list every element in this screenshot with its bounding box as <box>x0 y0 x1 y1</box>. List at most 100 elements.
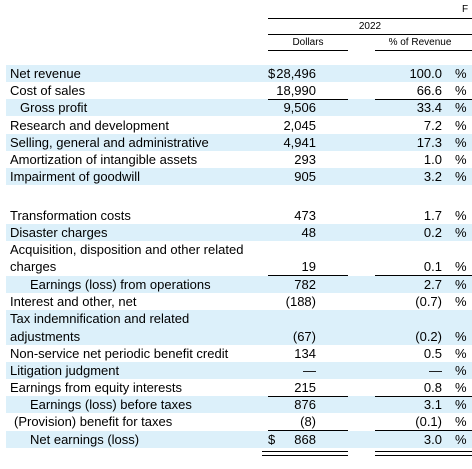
dollar-sign: $ <box>268 66 276 81</box>
row-band <box>6 134 472 151</box>
row-label: Earnings (loss) before taxes <box>30 397 192 412</box>
row-dollars: 782 <box>294 277 316 292</box>
header-year: 2022 <box>358 21 382 32</box>
row-pct: 3.2 <box>423 169 442 184</box>
percent-sign: % <box>455 135 467 150</box>
row-label: Interest and other, net <box>10 294 137 309</box>
row-dollars: 2,045 <box>283 118 316 133</box>
row-dollars: 876 <box>294 397 316 412</box>
row-pct: (0.1) <box>415 414 442 429</box>
row-pct: 33.4 <box>416 100 442 115</box>
row-dollars: (188) <box>285 294 316 309</box>
row-band <box>6 224 472 241</box>
row-pct: 100.0 <box>409 66 442 81</box>
dollar-sign: $ <box>268 432 276 447</box>
row-dollars: 905 <box>294 169 316 184</box>
row-pct: 3.1 <box>423 397 442 412</box>
percent-sign: % <box>455 294 467 309</box>
row-label: Transformation costs <box>10 208 131 223</box>
row-dollars: 868 <box>294 432 316 447</box>
total-double-rule-dollars <box>262 455 348 456</box>
percent-sign: % <box>455 83 467 98</box>
header-col-rule-pct <box>375 50 472 51</box>
row-dollars: (67) <box>292 329 316 344</box>
row-pct: 0.1 <box>423 259 442 274</box>
row-label: Net revenue <box>10 66 81 81</box>
percent-sign: % <box>455 363 467 378</box>
row-dollars: 293 <box>294 152 316 167</box>
total-double-rule-pct <box>375 455 472 456</box>
total-double-rule-pct <box>375 451 472 452</box>
row-band <box>6 65 472 82</box>
row-dollars: (8) <box>300 414 316 429</box>
row-band <box>6 168 472 185</box>
row-pct: 66.6 <box>416 83 442 98</box>
row-label: Selling, general and administrative <box>10 135 209 150</box>
subtotal-rule-dollars <box>268 430 348 431</box>
row-pct: 1.7 <box>423 208 442 223</box>
row-pct: 2.7 <box>423 277 442 292</box>
percent-sign: % <box>455 208 467 223</box>
subtotal-rule-pct <box>375 430 472 431</box>
percent-sign: % <box>455 346 467 361</box>
row-band <box>6 431 472 448</box>
percent-sign: % <box>455 225 467 240</box>
row-pct: — <box>429 363 442 378</box>
row-label: Gross profit <box>20 100 88 115</box>
row-dollars: 19 <box>301 259 316 274</box>
subtotal-rule-dollars <box>268 396 348 397</box>
percent-sign: % <box>455 414 467 429</box>
row-dollars: — <box>303 363 316 378</box>
header-year-rule <box>268 34 472 35</box>
row-band <box>6 310 472 345</box>
row-label: Earnings (loss) from operations <box>30 277 211 292</box>
header-col-pct: % of Revenue <box>388 37 452 48</box>
subtotal-rule-dollars <box>268 275 348 276</box>
header-top-rule <box>268 18 472 19</box>
header-col-dollars: Dollars <box>292 37 324 48</box>
percent-sign: % <box>455 277 467 292</box>
row-dollars: 473 <box>294 208 316 223</box>
row-dollars: 28,496 <box>276 66 316 81</box>
row-band <box>6 276 472 293</box>
percent-sign: % <box>455 397 467 412</box>
header-corner-letter: F <box>462 4 469 15</box>
percent-sign: % <box>455 380 467 395</box>
row-dollars: 4,941 <box>283 135 316 150</box>
percent-sign: % <box>455 100 467 115</box>
row-pct: 0.2 <box>423 225 442 240</box>
row-label: Disaster charges <box>10 225 108 240</box>
row-label: Acquisition, disposition and other relat… <box>10 242 244 257</box>
row-band <box>6 396 472 413</box>
row-pct: 0.8 <box>423 380 442 395</box>
row-label: Non-service net periodic benefit credit <box>10 346 229 361</box>
row-label: Earnings from equity interests <box>10 380 182 395</box>
subtotal-rule-pct <box>375 99 472 100</box>
row-pct: (0.2) <box>415 329 442 344</box>
subtotal-rule-pct <box>375 396 472 397</box>
row-label: Impairment of goodwill <box>10 169 141 184</box>
percent-sign: % <box>455 152 467 167</box>
row-band <box>6 99 472 116</box>
row-label-continued: adjustments <box>10 329 81 344</box>
percent-sign: % <box>455 329 467 344</box>
row-dollars: 134 <box>294 346 316 361</box>
row-dollars: 215 <box>294 380 316 395</box>
row-pct: 1.0 <box>423 152 442 167</box>
row-pct: 7.2 <box>423 118 442 133</box>
row-label: Cost of sales <box>10 83 86 98</box>
row-label: Amortization of intangible assets <box>10 152 198 167</box>
row-band <box>6 362 472 379</box>
percent-sign: % <box>455 66 467 81</box>
total-double-rule-dollars <box>262 451 348 452</box>
subtotal-rule-pct <box>375 275 472 276</box>
row-label: Net earnings (loss) <box>30 432 140 447</box>
header-col-rule-dollars <box>268 50 348 51</box>
row-label: Litigation judgment <box>10 363 120 378</box>
row-label: Tax indemnification and related <box>10 311 190 326</box>
percent-sign: % <box>455 169 467 184</box>
row-dollars: 18,990 <box>276 83 316 98</box>
row-pct: 0.5 <box>423 346 442 361</box>
row-dollars: 48 <box>301 225 316 240</box>
percent-sign: % <box>455 259 467 274</box>
